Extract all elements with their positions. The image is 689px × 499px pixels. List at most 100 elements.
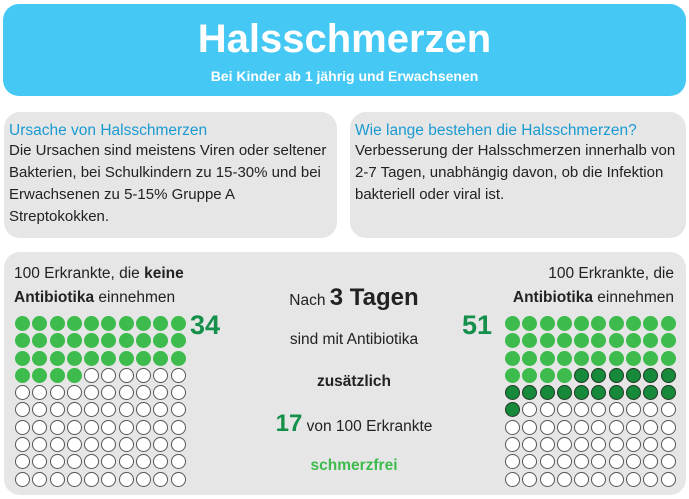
- left-label-text2: einnehmen: [94, 289, 176, 306]
- empty-dot: [66, 402, 82, 418]
- right-label-text: 100 Erkrankte, die: [548, 265, 674, 282]
- empty-dot: [539, 437, 555, 453]
- empty-dot: [15, 454, 30, 470]
- filled-dot: [626, 350, 642, 366]
- filled-dot: [660, 350, 676, 366]
- filled-dot: [15, 333, 30, 349]
- left-dot-grid: [15, 316, 186, 487]
- empty-dot: [556, 437, 572, 453]
- empty-dot: [170, 367, 186, 383]
- empty-dot: [626, 437, 642, 453]
- empty-dot: [643, 437, 659, 453]
- empty-dot: [118, 419, 134, 435]
- empty-dot: [32, 471, 48, 487]
- left-label: 100 Erkrankte, die keine Antibiotika ein…: [14, 262, 184, 310]
- empty-dot: [556, 402, 572, 418]
- empty-dot: [136, 454, 152, 470]
- filled-dot: [522, 350, 538, 366]
- filled-dot: [522, 333, 538, 349]
- filled-dot: [66, 316, 82, 331]
- extra-filled-dot: [522, 385, 538, 401]
- empty-dot: [591, 454, 607, 470]
- empty-dot: [84, 437, 100, 453]
- empty-dot: [101, 471, 117, 487]
- mid-number: 17: [275, 410, 303, 437]
- cause-title: Ursache von Halsschmerzen: [9, 122, 208, 139]
- duration-title: Wie lange bestehen die Halsschmerzen?: [355, 122, 637, 139]
- empty-dot: [170, 385, 186, 401]
- left-count: 34: [190, 310, 221, 340]
- empty-dot: [84, 454, 100, 470]
- filled-dot: [153, 350, 169, 366]
- empty-dot: [626, 471, 642, 487]
- mid-g: schmerzfrei: [310, 457, 398, 474]
- empty-dot: [32, 454, 48, 470]
- empty-dot: [153, 385, 169, 401]
- mid-d: zusätzlich: [316, 373, 392, 390]
- mid-c: sind mit Antibiotika: [289, 331, 419, 348]
- empty-dot: [574, 454, 590, 470]
- empty-dot: [66, 437, 82, 453]
- empty-dot: [608, 437, 624, 453]
- filled-dot: [32, 333, 48, 349]
- empty-dot: [170, 402, 186, 418]
- empty-dot: [608, 471, 624, 487]
- filled-dot: [574, 350, 590, 366]
- filled-dot: [66, 350, 82, 366]
- empty-dot: [84, 471, 100, 487]
- header-banner: Halsschmerzen Bei Kinder ab 1 jährig und…: [3, 4, 686, 96]
- empty-dot: [505, 454, 520, 470]
- filled-dot: [608, 316, 624, 331]
- filled-dot: [591, 350, 607, 366]
- empty-dot: [170, 419, 186, 435]
- empty-dot: [84, 385, 100, 401]
- filled-dot: [49, 367, 65, 383]
- empty-dot: [49, 385, 65, 401]
- filled-dot: [556, 316, 572, 331]
- empty-dot: [84, 367, 100, 383]
- empty-dot: [118, 471, 134, 487]
- empty-dot: [153, 437, 169, 453]
- empty-dot: [15, 471, 30, 487]
- empty-dot: [608, 402, 624, 418]
- empty-dot: [66, 419, 82, 435]
- filled-dot: [505, 316, 520, 331]
- empty-dot: [556, 471, 572, 487]
- empty-dot: [574, 437, 590, 453]
- filled-dot: [15, 367, 30, 383]
- empty-dot: [643, 454, 659, 470]
- empty-dot: [626, 454, 642, 470]
- filled-dot: [626, 333, 642, 349]
- left-label-text: 100 Erkrankte, die: [14, 265, 145, 282]
- duration-text: Verbesserung der Halsschmerzen innerhalb…: [355, 142, 676, 203]
- empty-dot: [84, 419, 100, 435]
- filled-dot: [522, 367, 538, 383]
- empty-dot: [522, 437, 538, 453]
- empty-dot: [591, 471, 607, 487]
- filled-dot: [32, 367, 48, 383]
- empty-dot: [170, 437, 186, 453]
- left-label-bold2: Antibiotika: [14, 289, 95, 306]
- empty-dot: [153, 454, 169, 470]
- empty-dot: [591, 419, 607, 435]
- filled-dot: [153, 316, 169, 331]
- filled-dot: [15, 316, 30, 331]
- filled-dot: [556, 350, 572, 366]
- filled-dot: [136, 316, 152, 331]
- empty-dot: [522, 419, 538, 435]
- extra-filled-dot: [574, 385, 590, 401]
- filled-dot: [84, 333, 100, 349]
- extra-filled-dot: [574, 367, 590, 383]
- right-label-text2: einnehmen: [592, 289, 674, 306]
- empty-dot: [153, 402, 169, 418]
- filled-dot: [505, 333, 520, 349]
- filled-dot: [136, 333, 152, 349]
- filled-dot: [643, 350, 659, 366]
- extra-filled-dot: [660, 385, 676, 401]
- empty-dot: [660, 437, 676, 453]
- filled-dot: [170, 333, 186, 349]
- empty-dot: [15, 385, 30, 401]
- filled-dot: [15, 350, 30, 366]
- empty-dot: [574, 471, 590, 487]
- right-dot-grid: [505, 316, 676, 487]
